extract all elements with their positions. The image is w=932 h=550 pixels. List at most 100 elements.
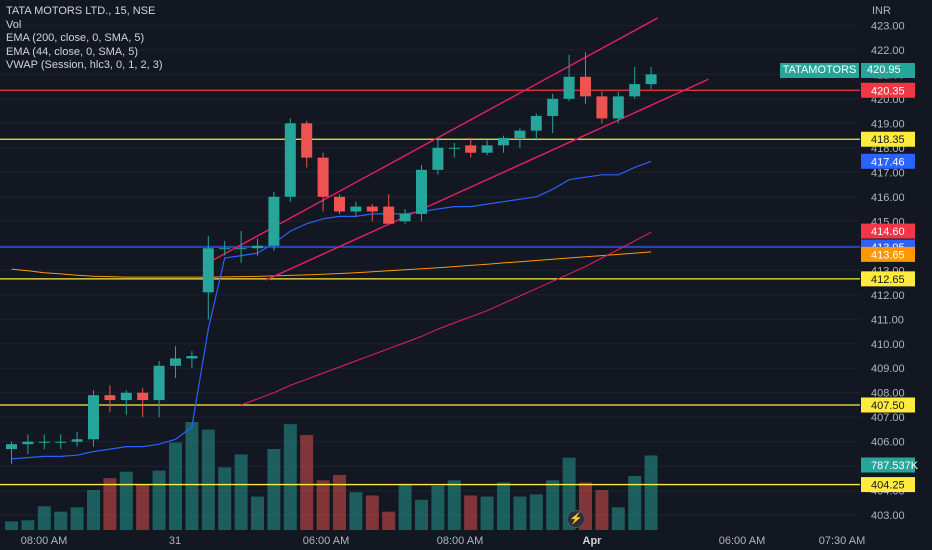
- candle[interactable]: [498, 138, 509, 146]
- currency-label[interactable]: INR: [872, 5, 891, 17]
- volume-bar: [611, 507, 625, 530]
- candle[interactable]: [514, 130, 526, 139]
- hline-price-tag: 412.65: [871, 274, 905, 286]
- y-tick-label: 411.00: [871, 314, 904, 326]
- volume-bar: [447, 480, 461, 530]
- indicator-value-tag: 787.537K: [871, 460, 919, 472]
- volume-bar: [382, 511, 396, 530]
- candle[interactable]: [252, 245, 263, 249]
- indicator-value-tag: 417.46: [871, 156, 905, 168]
- candle[interactable]: [596, 96, 608, 119]
- y-tick-label: 408.00: [871, 388, 905, 400]
- candle[interactable]: [334, 196, 345, 212]
- candle[interactable]: [71, 439, 83, 442]
- volume-bar: [628, 476, 642, 530]
- candle[interactable]: [137, 392, 149, 401]
- legend-vol[interactable]: Vol: [6, 18, 22, 31]
- channel-lower-line[interactable]: [265, 78, 709, 281]
- volume-bar: [349, 492, 363, 530]
- candle[interactable]: [448, 147, 460, 149]
- volume-bar: [70, 507, 84, 530]
- legend-ema200[interactable]: EMA (200, close, 0, SMA, 5): [6, 32, 145, 44]
- candle[interactable]: [120, 392, 132, 401]
- x-tick-label: 08:00 AM: [437, 535, 483, 547]
- candle[interactable]: [612, 96, 624, 119]
- hline-price-tag-bg: [861, 477, 915, 493]
- candle[interactable]: [202, 248, 214, 293]
- candle[interactable]: [481, 145, 493, 153]
- hline-price-tag-bg: [861, 131, 915, 147]
- hline-price-tag: 404.25: [871, 480, 905, 492]
- candle[interactable]: [284, 123, 296, 197]
- candle[interactable]: [563, 76, 575, 99]
- candle[interactable]: [465, 145, 477, 153]
- volume-bar: [546, 480, 560, 530]
- y-tick-label: 423.00: [871, 20, 905, 32]
- candle[interactable]: [104, 395, 116, 401]
- volume-bar: [365, 495, 379, 530]
- y-tick-label: 422.00: [871, 45, 905, 57]
- candle[interactable]: [580, 76, 591, 97]
- candle[interactable]: [366, 206, 378, 212]
- candle[interactable]: [153, 365, 165, 401]
- legend-title[interactable]: TATA MOTORS LTD., 15, NSE: [6, 5, 156, 17]
- volume-bar: [283, 424, 297, 530]
- volume-bar: [333, 474, 346, 530]
- x-tick-label: Apr: [583, 535, 603, 547]
- candle[interactable]: [629, 84, 641, 97]
- candle[interactable]: [317, 157, 329, 197]
- replay-button[interactable]: ⚡: [567, 510, 585, 528]
- candle[interactable]: [38, 441, 50, 443]
- symbol-tag: TATAMOTORS: [780, 63, 859, 78]
- volume-bar: [251, 496, 264, 530]
- y-tick-label: 406.00: [871, 437, 905, 449]
- volume-bar: [431, 485, 445, 530]
- candle[interactable]: [301, 123, 313, 158]
- candle[interactable]: [55, 441, 67, 443]
- candle[interactable]: [170, 358, 181, 366]
- ema44-line[interactable]: [240, 231, 652, 406]
- hline-price-tag: 420.35: [871, 85, 905, 97]
- hline-price-tag: 407.50: [871, 400, 905, 412]
- volume-bar: [152, 470, 166, 530]
- candle[interactable]: [530, 115, 542, 131]
- candle[interactable]: [88, 395, 99, 440]
- ema200-line[interactable]: [11, 251, 652, 278]
- candle[interactable]: [186, 356, 198, 359]
- x-tick-label: 31: [169, 535, 181, 547]
- volume-bar: [119, 471, 133, 530]
- candle[interactable]: [235, 248, 247, 250]
- vwap-line[interactable]: [11, 160, 652, 460]
- legend-ema44[interactable]: EMA (44, close, 0, SMA, 5): [6, 45, 139, 58]
- candle[interactable]: [350, 206, 362, 212]
- candle[interactable]: [547, 98, 559, 116]
- candle[interactable]: [22, 441, 34, 445]
- candle[interactable]: [645, 74, 657, 85]
- volume-bar: [218, 467, 232, 530]
- volume-bar: [21, 520, 35, 530]
- indicator-value-tag-bg: [861, 457, 915, 473]
- legend-vwap[interactable]: VWAP (Session, hlc3, 0, 1, 2, 3): [6, 59, 163, 71]
- candle[interactable]: [416, 169, 427, 214]
- volume-bar: [201, 429, 215, 530]
- x-tick-label: 07:30 AM: [819, 535, 865, 547]
- volume-bar: [234, 454, 248, 530]
- candle[interactable]: [219, 248, 231, 250]
- candle[interactable]: [383, 206, 395, 224]
- volume-bar: [185, 422, 199, 530]
- volume-bar: [415, 499, 428, 530]
- hline-price-tag: 418.35: [871, 134, 905, 146]
- candle[interactable]: [6, 444, 17, 450]
- indicator-value-tag-bg: [861, 246, 915, 262]
- candle[interactable]: [432, 147, 444, 170]
- candle[interactable]: [399, 213, 411, 222]
- volume-bar: [37, 506, 51, 530]
- x-tick-label: 06:00 AM: [303, 535, 349, 547]
- candle[interactable]: [268, 196, 280, 246]
- x-tick-label: 08:00 AM: [21, 535, 67, 547]
- hline-price-tag-bg: [861, 82, 915, 98]
- hline-price-tag-bg: [861, 397, 915, 413]
- y-tick-label: 412.00: [871, 290, 905, 302]
